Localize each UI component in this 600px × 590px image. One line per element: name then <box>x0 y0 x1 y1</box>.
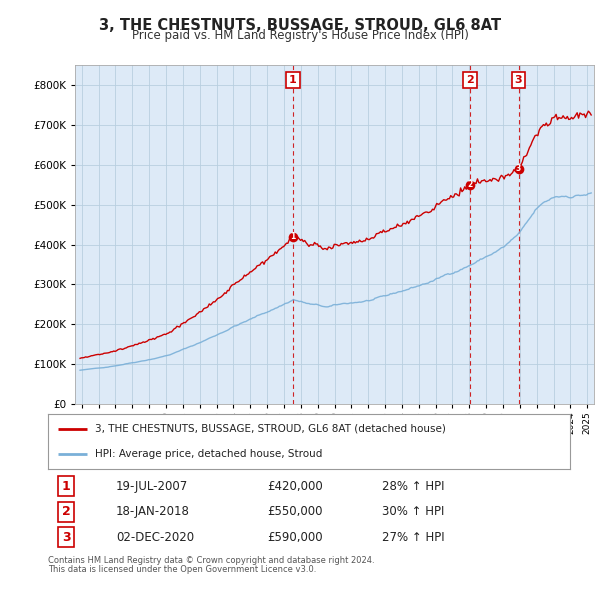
Text: 30% ↑ HPI: 30% ↑ HPI <box>382 505 445 519</box>
Text: 2: 2 <box>467 180 473 189</box>
Text: £590,000: £590,000 <box>267 531 323 544</box>
Text: 2: 2 <box>62 505 71 519</box>
Text: 27% ↑ HPI: 27% ↑ HPI <box>382 531 445 544</box>
Text: HPI: Average price, detached house, Stroud: HPI: Average price, detached house, Stro… <box>95 449 322 459</box>
Text: Price paid vs. HM Land Registry's House Price Index (HPI): Price paid vs. HM Land Registry's House … <box>131 30 469 42</box>
Text: 1: 1 <box>290 232 296 241</box>
Text: 2: 2 <box>466 75 474 85</box>
Text: 3: 3 <box>515 75 523 85</box>
Text: 28% ↑ HPI: 28% ↑ HPI <box>382 480 445 493</box>
Text: £550,000: £550,000 <box>267 505 323 519</box>
Text: £420,000: £420,000 <box>267 480 323 493</box>
Text: 1: 1 <box>62 480 71 493</box>
Text: 1: 1 <box>289 75 297 85</box>
Text: 02-DEC-2020: 02-DEC-2020 <box>116 531 194 544</box>
Text: Contains HM Land Registry data © Crown copyright and database right 2024.: Contains HM Land Registry data © Crown c… <box>48 556 374 565</box>
Text: 3: 3 <box>62 531 71 544</box>
Text: 19-JUL-2007: 19-JUL-2007 <box>116 480 188 493</box>
Text: 3, THE CHESTNUTS, BUSSAGE, STROUD, GL6 8AT: 3, THE CHESTNUTS, BUSSAGE, STROUD, GL6 8… <box>99 18 501 32</box>
Text: 18-JAN-2018: 18-JAN-2018 <box>116 505 190 519</box>
Text: 3, THE CHESTNUTS, BUSSAGE, STROUD, GL6 8AT (detached house): 3, THE CHESTNUTS, BUSSAGE, STROUD, GL6 8… <box>95 424 446 434</box>
Text: 3: 3 <box>516 164 521 173</box>
Text: This data is licensed under the Open Government Licence v3.0.: This data is licensed under the Open Gov… <box>48 565 316 574</box>
